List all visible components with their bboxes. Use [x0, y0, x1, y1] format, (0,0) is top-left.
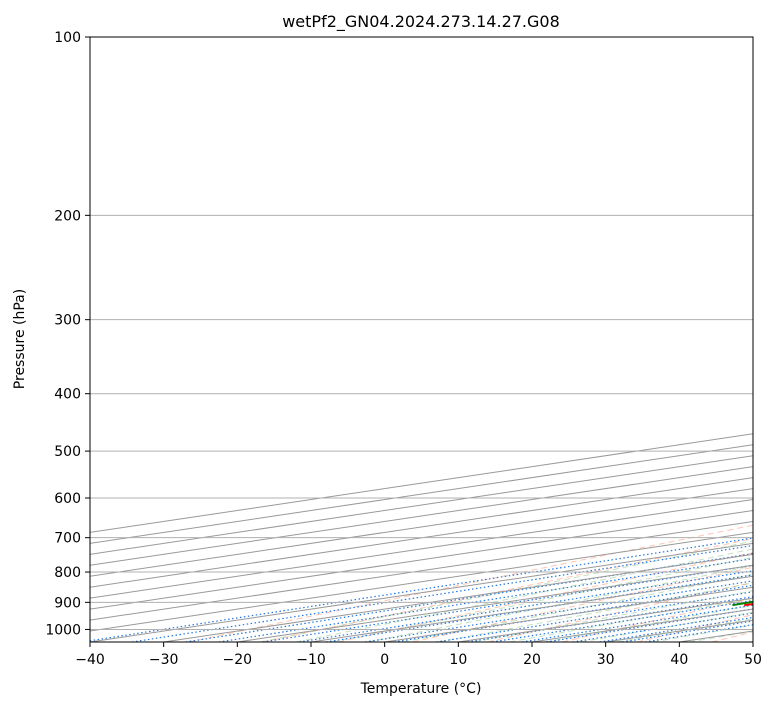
x-tick-label: −40 — [75, 652, 105, 668]
x-tick-label: 50 — [744, 652, 762, 668]
y-tick-label: 500 — [54, 444, 81, 460]
moist-adiabat-line — [473, 590, 753, 642]
x-tick-label: −10 — [296, 652, 326, 668]
mixing-ratio-line — [299, 570, 753, 642]
isotherm-line — [90, 455, 753, 555]
x-axis-ticks: −40 −30 −20 −10 0 10 20 30 40 50 — [75, 642, 762, 668]
isotherm-line — [90, 477, 753, 577]
moist-adiabat-line — [296, 548, 753, 642]
grid-lines — [90, 37, 753, 630]
x-tick-label: −20 — [223, 652, 253, 668]
y-axis-label: Pressure (hPa) — [12, 289, 28, 389]
isotherm-line — [90, 444, 753, 544]
y-tick-label: 600 — [54, 491, 81, 507]
y-tick-label: 100 — [54, 30, 81, 46]
y-tick-label: 300 — [54, 313, 81, 329]
isotherm-line — [90, 509, 753, 610]
isotherm-line — [90, 466, 753, 566]
y-tick-label: 200 — [54, 208, 81, 224]
isotherm-line — [90, 499, 753, 599]
moist-adiabat-line — [331, 556, 753, 642]
y-axis-ticks: 100 200 300 400 500 600 700 800 900 1000 — [45, 30, 90, 638]
plot-frame — [89, 36, 754, 643]
isotherm-line — [90, 531, 753, 632]
mixing-ratio-line — [365, 580, 753, 642]
y-tick-label: 900 — [54, 595, 81, 611]
chart-title: wetPf2_GN04.2024.273.14.27.G08 — [282, 12, 560, 32]
x-tick-label: 10 — [449, 652, 467, 668]
x-axis-label: Temperature (°C) — [360, 681, 482, 697]
dry-adiabat-line — [188, 524, 753, 642]
background-lines — [90, 433, 753, 642]
y-tick-label: 1000 — [45, 622, 81, 638]
x-tick-label: 40 — [670, 652, 688, 668]
isotherm-line — [90, 520, 753, 621]
moist-adiabat-line — [403, 573, 753, 642]
y-tick-label: 400 — [54, 387, 81, 403]
x-tick-label: 20 — [523, 652, 541, 668]
y-tick-label: 800 — [54, 565, 81, 581]
isotherm-line — [90, 488, 753, 588]
x-tick-label: −30 — [149, 652, 179, 668]
plot-background — [90, 37, 753, 642]
x-tick-label: 0 — [380, 652, 389, 668]
x-tick-label: 30 — [597, 652, 615, 668]
y-tick-label: 700 — [54, 531, 81, 547]
